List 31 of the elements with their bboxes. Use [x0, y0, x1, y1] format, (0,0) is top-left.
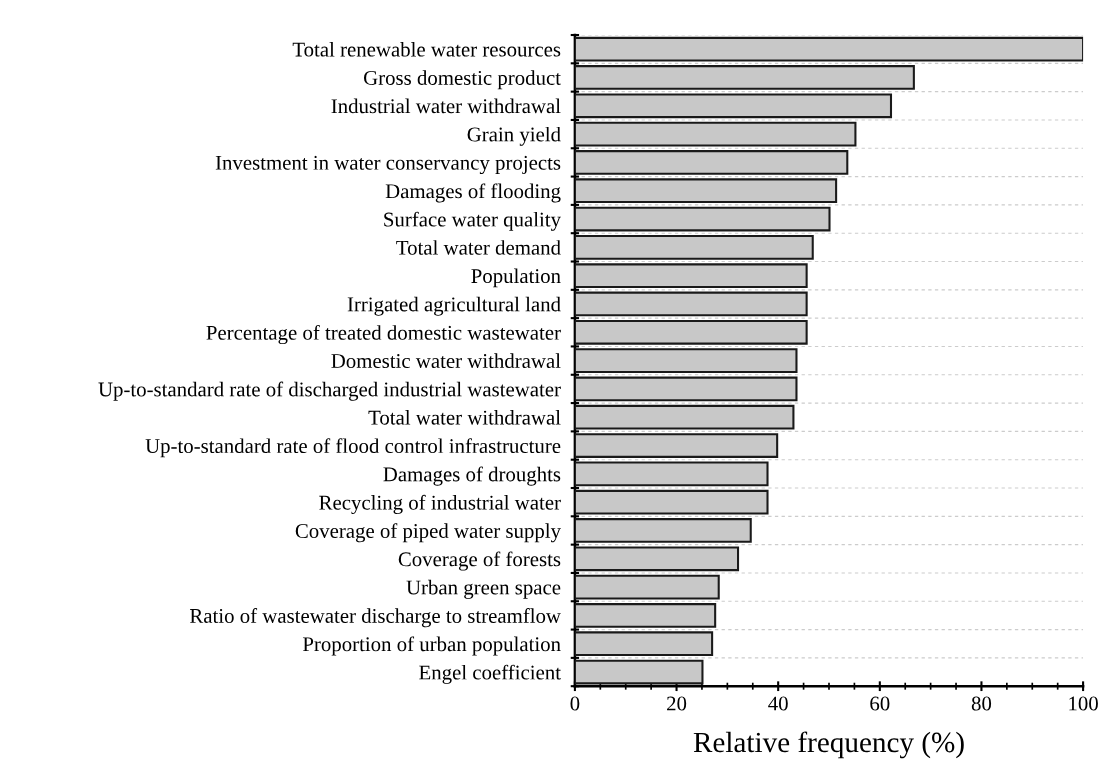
- y-tick-label: Percentage of treated domestic wastewater: [206, 324, 561, 345]
- y-tick-label: Surface water quality: [384, 211, 561, 231]
- y-tick-label: Damages of flooding: [385, 183, 561, 203]
- bar: [574, 36, 1084, 62]
- y-tick-label: Up-to-standard rate of flood control infrastructure: [145, 438, 561, 458]
- y-tick-label: Recycling of industrial water: [319, 494, 561, 514]
- x-tick-label: 40: [768, 696, 788, 711]
- y-tick-label: Ratio of wastewater discharge to streamflow: [189, 608, 561, 628]
- y-tick-label: Coverage of forests: [398, 551, 561, 571]
- y-tick-label: Up-to-standard rate of discharged industrial wastewater: [98, 381, 561, 401]
- y-tick-label: Engel coefficient: [419, 664, 561, 684]
- y-tick-label: Industrial water withdrawal: [331, 98, 561, 114]
- y-tick-label: Total renewable water resources: [292, 41, 561, 57]
- y-tick-label: Grain yield: [467, 126, 561, 146]
- y-tick-label: Coverage of piped water supply: [295, 523, 561, 543]
- y-tick-label: Damages of droughts: [383, 466, 561, 486]
- x-tick-label: 0: [570, 696, 580, 711]
- x-axis-title: Relative frequency (%): [693, 731, 964, 759]
- x-tick-label: 100: [1069, 696, 1098, 711]
- x-tick-label: 60: [870, 696, 890, 711]
- y-tick-label: Domestic water withdrawal: [331, 353, 561, 369]
- x-tick-label: 80: [971, 696, 992, 711]
- y-tick-label: Gross domestic product: [363, 70, 561, 90]
- y-tick-label: Investment in water conservancy projects: [215, 155, 561, 175]
- y-tick-label: Proportion of urban population: [302, 636, 561, 656]
- y-tick-label: Population: [471, 268, 561, 288]
- y-tick-label: Total water demand: [396, 240, 561, 255]
- x-tick-label: 20: [667, 696, 687, 711]
- y-tick-label: Total water withdrawal: [368, 410, 561, 425]
- y-tick-label: Irrigated agricultural land: [347, 296, 561, 316]
- y-tick-label: Urban green space: [406, 579, 561, 599]
